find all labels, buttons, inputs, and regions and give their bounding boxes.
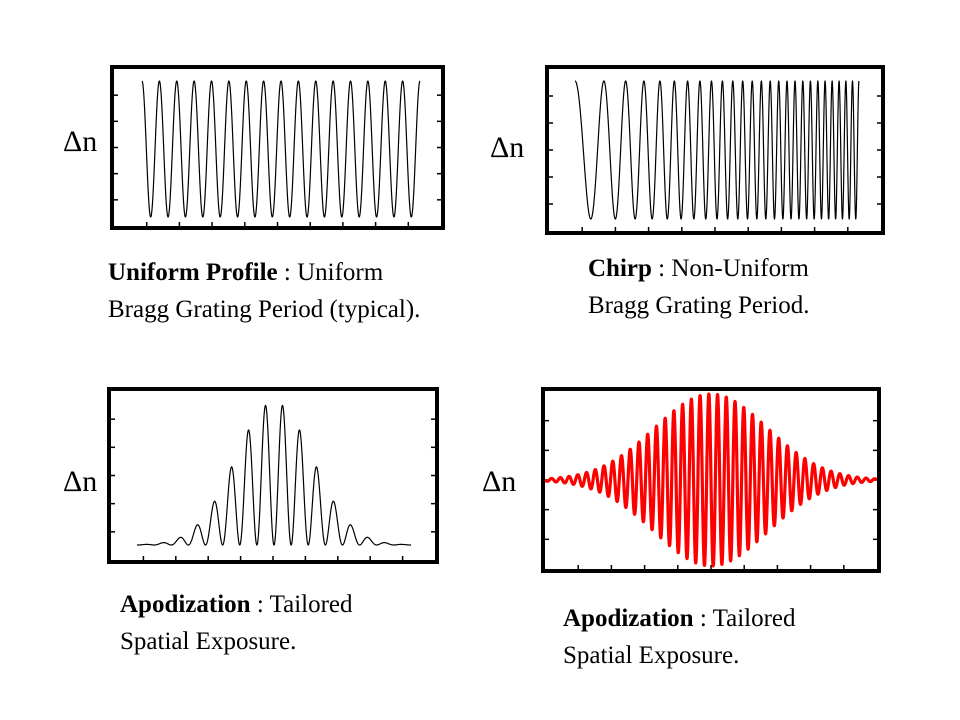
apodized-red-grating-waveform xyxy=(545,392,877,569)
uniform-wave-line xyxy=(141,80,421,218)
caption-apodization-red: Apodization : Tailored Spatial Exposure. xyxy=(563,600,796,674)
caption-uniform: Uniform Profile : Uniform Bragg Grating … xyxy=(108,254,420,328)
caption-line1: Tailored xyxy=(269,591,353,618)
caption-title: Chirp xyxy=(588,255,652,282)
caption-line2: Spatial Exposure. xyxy=(563,642,740,669)
caption-line2: Spatial Exposure. xyxy=(120,628,297,655)
uniform-grating-waveform xyxy=(114,80,441,226)
caption-title: Uniform Profile xyxy=(108,259,278,286)
plot-chirp xyxy=(545,65,885,235)
caption-separator: : xyxy=(693,605,713,632)
axis-ticks xyxy=(549,95,881,231)
chirp-wave-line xyxy=(574,80,860,220)
apodized-red-wave-line xyxy=(545,392,877,568)
caption-separator: : xyxy=(250,591,270,618)
caption-line1: Uniform xyxy=(297,259,384,286)
caption-apodization-black: Apodization : Tailored Spatial Exposure. xyxy=(120,586,353,660)
plot-apodization-black xyxy=(107,387,439,564)
apodized-grating-waveform xyxy=(111,404,435,560)
plot-uniform xyxy=(110,65,445,230)
caption-title: Apodization xyxy=(563,605,694,632)
caption-line2: Bragg Grating Period. xyxy=(588,292,810,319)
delta-n-label: Δn xyxy=(490,131,525,164)
delta-n-label: Δn xyxy=(63,465,98,498)
axis-ticks xyxy=(114,94,441,226)
caption-chirp: Chirp : Non-Uniform Bragg Grating Period… xyxy=(588,250,809,324)
delta-n-label: Δn xyxy=(63,125,98,158)
plot-apodization-red xyxy=(541,387,881,573)
caption-line2: Bragg Grating Period (typical). xyxy=(108,296,421,323)
axis-ticks xyxy=(111,418,435,560)
caption-line1: Non-Uniform xyxy=(671,255,809,282)
caption-separator: : xyxy=(651,255,672,282)
caption-separator: : xyxy=(277,259,298,286)
apodized-wave-line xyxy=(136,404,412,546)
chirped-grating-waveform xyxy=(549,80,881,231)
caption-title: Apodization xyxy=(120,591,251,618)
caption-line1: Tailored xyxy=(712,605,796,632)
delta-n-label: Δn xyxy=(482,465,517,498)
